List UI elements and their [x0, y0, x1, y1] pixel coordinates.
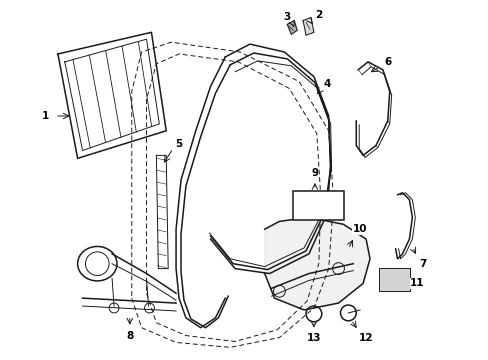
FancyBboxPatch shape	[293, 191, 344, 220]
Polygon shape	[303, 18, 313, 35]
Text: 11: 11	[409, 278, 424, 288]
Text: 10: 10	[352, 224, 366, 234]
Text: 2: 2	[315, 10, 322, 19]
Text: 13: 13	[306, 333, 321, 342]
Text: 8: 8	[126, 330, 133, 341]
Polygon shape	[264, 217, 369, 310]
Text: 12: 12	[358, 333, 372, 342]
Text: 1: 1	[41, 111, 49, 121]
Polygon shape	[287, 21, 297, 34]
Text: 5: 5	[175, 139, 183, 149]
Text: 3: 3	[283, 12, 290, 22]
FancyBboxPatch shape	[378, 267, 409, 291]
Text: 7: 7	[419, 259, 426, 269]
Text: 6: 6	[384, 57, 390, 67]
Text: 9: 9	[311, 168, 318, 178]
Text: 4: 4	[323, 78, 330, 89]
